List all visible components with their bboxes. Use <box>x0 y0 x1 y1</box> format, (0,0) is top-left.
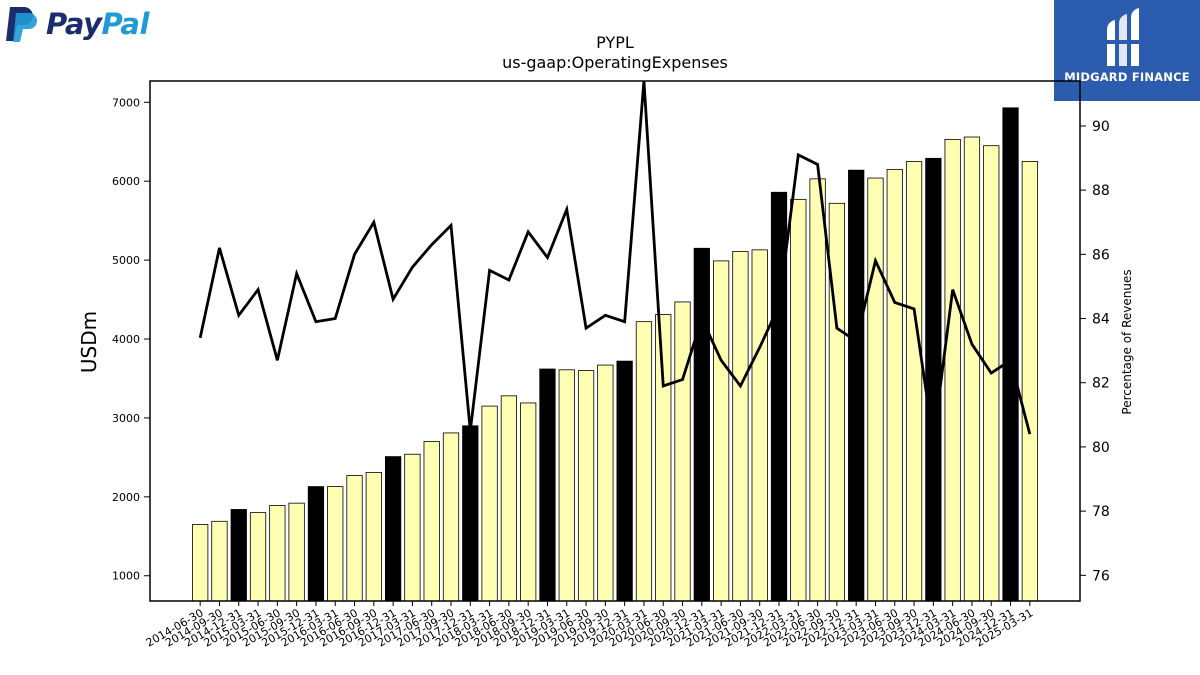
bar <box>848 169 865 602</box>
bar <box>211 520 228 602</box>
plot-frame <box>149 80 1081 602</box>
y2-tick-label: 76 <box>1092 568 1110 584</box>
ratio-line <box>198 81 1032 441</box>
bar <box>828 202 846 602</box>
y-tick-label: 7000 <box>112 96 140 109</box>
bar <box>809 178 826 602</box>
midgard-finance-logo: MIDGARD FINANCE <box>1054 0 1200 101</box>
bar <box>616 360 633 602</box>
bar <box>500 395 518 602</box>
bar <box>963 136 981 602</box>
bar <box>635 321 653 602</box>
bar <box>346 475 363 602</box>
bar <box>925 157 942 602</box>
y2-tick-label: 78 <box>1092 504 1110 520</box>
chart-subtitle: us-gaap:OperatingExpenses <box>502 53 728 72</box>
bar <box>520 402 537 602</box>
paypal-logo: PayPal <box>4 4 149 44</box>
y2-tick-label: 86 <box>1092 247 1110 263</box>
bar <box>192 524 209 602</box>
paypal-wordmark-pay: Pay <box>46 7 102 41</box>
y2-tick-label: 90 <box>1092 119 1110 135</box>
y-tick-label: 2000 <box>112 491 140 504</box>
y-tick-label: 4000 <box>112 333 140 346</box>
bar <box>732 251 749 602</box>
paypal-p-icon <box>6 7 37 42</box>
ratio-line-layer <box>198 81 1032 441</box>
bars-layer <box>192 107 1038 602</box>
bar <box>713 260 730 602</box>
bar <box>905 161 923 602</box>
bar <box>327 486 344 602</box>
midgard-finance-text: MIDGARD FINANCE <box>1064 70 1190 84</box>
y-tick-label: 1000 <box>112 570 140 583</box>
bar <box>365 471 382 602</box>
bar <box>790 198 807 602</box>
y2-tick-label: 88 <box>1092 183 1110 199</box>
bar <box>404 453 421 602</box>
bar <box>597 364 614 602</box>
bar <box>558 369 575 602</box>
axes-layer: 1000 2000 3000 4000 5000 6000 7000 76 78 80 82 84 86… <box>112 80 1110 650</box>
y2-tick-label: 80 <box>1092 440 1110 456</box>
bar <box>1021 161 1038 602</box>
bar <box>751 249 768 602</box>
chart-title: PYPL <box>596 33 634 52</box>
y2-tick-label: 82 <box>1092 376 1110 392</box>
bar <box>674 301 691 602</box>
bar <box>442 432 460 602</box>
bar <box>269 505 286 602</box>
bar <box>230 509 247 602</box>
y2-tick-label: 84 <box>1092 312 1110 328</box>
y-tick-label: 5000 <box>112 254 140 267</box>
y-axis-label: USDm <box>77 311 101 373</box>
y2-axis-label: Percentage of Revenues <box>1120 269 1134 414</box>
bar <box>423 441 440 602</box>
y-tick-label: 6000 <box>112 175 140 188</box>
bar <box>655 314 672 602</box>
bar <box>944 138 961 602</box>
bar <box>249 512 267 602</box>
bar <box>867 177 884 602</box>
bar <box>1002 107 1019 602</box>
midgard-emblem-icon <box>1105 8 1141 66</box>
bar <box>886 168 903 602</box>
y-tick-label: 3000 <box>112 412 140 425</box>
bar <box>307 486 325 602</box>
bar <box>462 425 479 602</box>
bar <box>288 502 305 602</box>
paypal-wordmark-pal: Pal <box>101 7 149 41</box>
paypal-wordmark: PayPal <box>46 7 149 41</box>
bar <box>539 368 556 602</box>
bar <box>384 456 402 602</box>
bar <box>577 370 595 602</box>
bar <box>481 405 498 602</box>
bar <box>693 247 710 602</box>
